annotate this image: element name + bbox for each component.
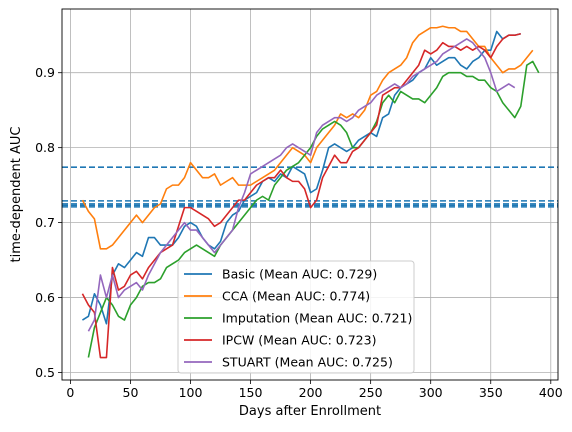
y-tick-label: 0.7 — [35, 215, 55, 230]
legend: Basic (Mean AUC: 0.729) CCA (Mean AUC: 0.… — [177, 260, 415, 374]
legend-label: Imputation (Mean AUC: 0.721) — [222, 311, 412, 326]
x-tick-label: 400 — [539, 385, 563, 400]
y-tick-label: 0.9 — [35, 65, 55, 80]
legend-label: CCA (Mean AUC: 0.774) — [222, 289, 370, 304]
x-tick-label: 50 — [123, 385, 139, 400]
axis-ticks: 0 50 100 150 200 250 300 350 400 0.5 0.6 0.7 0.8 0.9 — [35, 65, 563, 400]
x-tick-label: 350 — [479, 385, 503, 400]
y-tick-label: 0.5 — [35, 365, 55, 380]
legend-label: IPCW (Mean AUC: 0.723) — [222, 333, 376, 348]
x-tick-label: 100 — [179, 385, 203, 400]
y-tick-label: 0.8 — [35, 140, 55, 155]
series-line — [81, 30, 521, 325]
x-tick-label: 300 — [419, 385, 443, 400]
x-tick-label: 150 — [239, 385, 263, 400]
series-line — [81, 25, 534, 250]
plot-frame — [61, 8, 559, 381]
y-axis-label: time-dependent AUC — [9, 126, 24, 262]
x-tick-label: 0 — [66, 385, 74, 400]
legend-label: STUART (Mean AUC: 0.725) — [222, 355, 393, 370]
x-tick-label: 250 — [359, 385, 383, 400]
legend-box — [177, 260, 415, 374]
series-line — [81, 32, 521, 359]
series-line — [87, 38, 516, 332]
y-tick-label: 0.6 — [35, 290, 55, 305]
x-axis-label: Days after Enrollment — [239, 404, 381, 419]
legend-label: Basic (Mean AUC: 0.729) — [222, 267, 377, 282]
series-lines — [81, 25, 540, 359]
x-tick-label: 200 — [299, 385, 323, 400]
